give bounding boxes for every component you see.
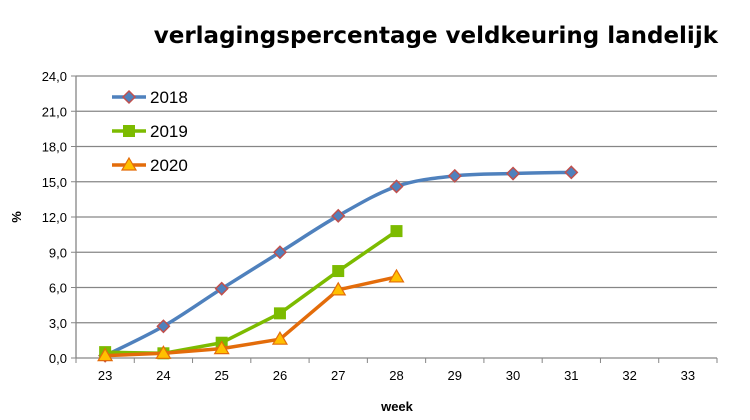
data-point [271, 331, 288, 345]
x-tick-label: 23 [98, 368, 112, 383]
x-tick-label: 26 [273, 368, 287, 383]
legend-marker [123, 125, 135, 137]
data-point [332, 265, 345, 278]
y-tick-label: 9,0 [49, 245, 67, 260]
series-2020 [97, 268, 405, 362]
x-axis-label: week [380, 399, 414, 414]
legend-label: 2020 [150, 156, 188, 175]
data-point [388, 268, 405, 283]
data-point [272, 245, 288, 260]
legend-marker [121, 89, 137, 105]
data-point [213, 340, 230, 355]
series-2018 [98, 165, 579, 363]
data-point [156, 319, 171, 334]
data-point [564, 165, 579, 180]
x-tick-label: 31 [564, 368, 578, 383]
x-tick-label: 28 [389, 368, 403, 383]
gridlines [76, 75, 717, 324]
axes: 0,0 3,0 6,0 9,0 12,0 15,0 18,0 21,0 24,0 23 24 25 26… [42, 69, 718, 383]
series-line [104, 170, 572, 358]
data-point [155, 345, 172, 359]
y-tick-label: 15,0 [42, 175, 67, 190]
data-point [390, 225, 403, 238]
chart-title: verlagingspercentage veldkeuring landeli… [154, 23, 719, 49]
legend-marker [120, 156, 138, 171]
data-point [447, 168, 462, 183]
data-point [505, 166, 521, 181]
y-tick-label: 6,0 [49, 281, 67, 296]
legend-label: 2019 [150, 122, 188, 141]
y-tick-label: 24,0 [42, 69, 67, 84]
y-tick-label: 18,0 [42, 140, 67, 155]
data-point [273, 307, 286, 320]
data-point [97, 347, 114, 362]
legend: 2018 2019 2020 [112, 88, 188, 175]
legend-label: 2018 [150, 88, 188, 107]
x-tick-label: 27 [331, 368, 345, 383]
series-line [105, 275, 397, 358]
x-tick-label: 33 [681, 368, 695, 383]
x-tick-label: 24 [156, 368, 170, 383]
y-tick-label: 3,0 [49, 316, 67, 331]
series-2019 [99, 225, 403, 360]
y-tick-label: 0,0 [49, 351, 67, 366]
x-tick-label: 25 [214, 368, 228, 383]
data-point [389, 179, 404, 194]
x-tick-label: 32 [622, 368, 636, 383]
y-tick-label: 12,0 [42, 210, 67, 225]
x-tick-label: 29 [448, 368, 462, 383]
y-tick-label: 21,0 [42, 104, 67, 119]
series-group [97, 165, 579, 363]
y-axis-label: % [9, 211, 24, 223]
x-tick-label: 30 [506, 368, 520, 383]
data-point [214, 281, 229, 296]
data-point [331, 208, 346, 223]
data-point [330, 281, 347, 296]
